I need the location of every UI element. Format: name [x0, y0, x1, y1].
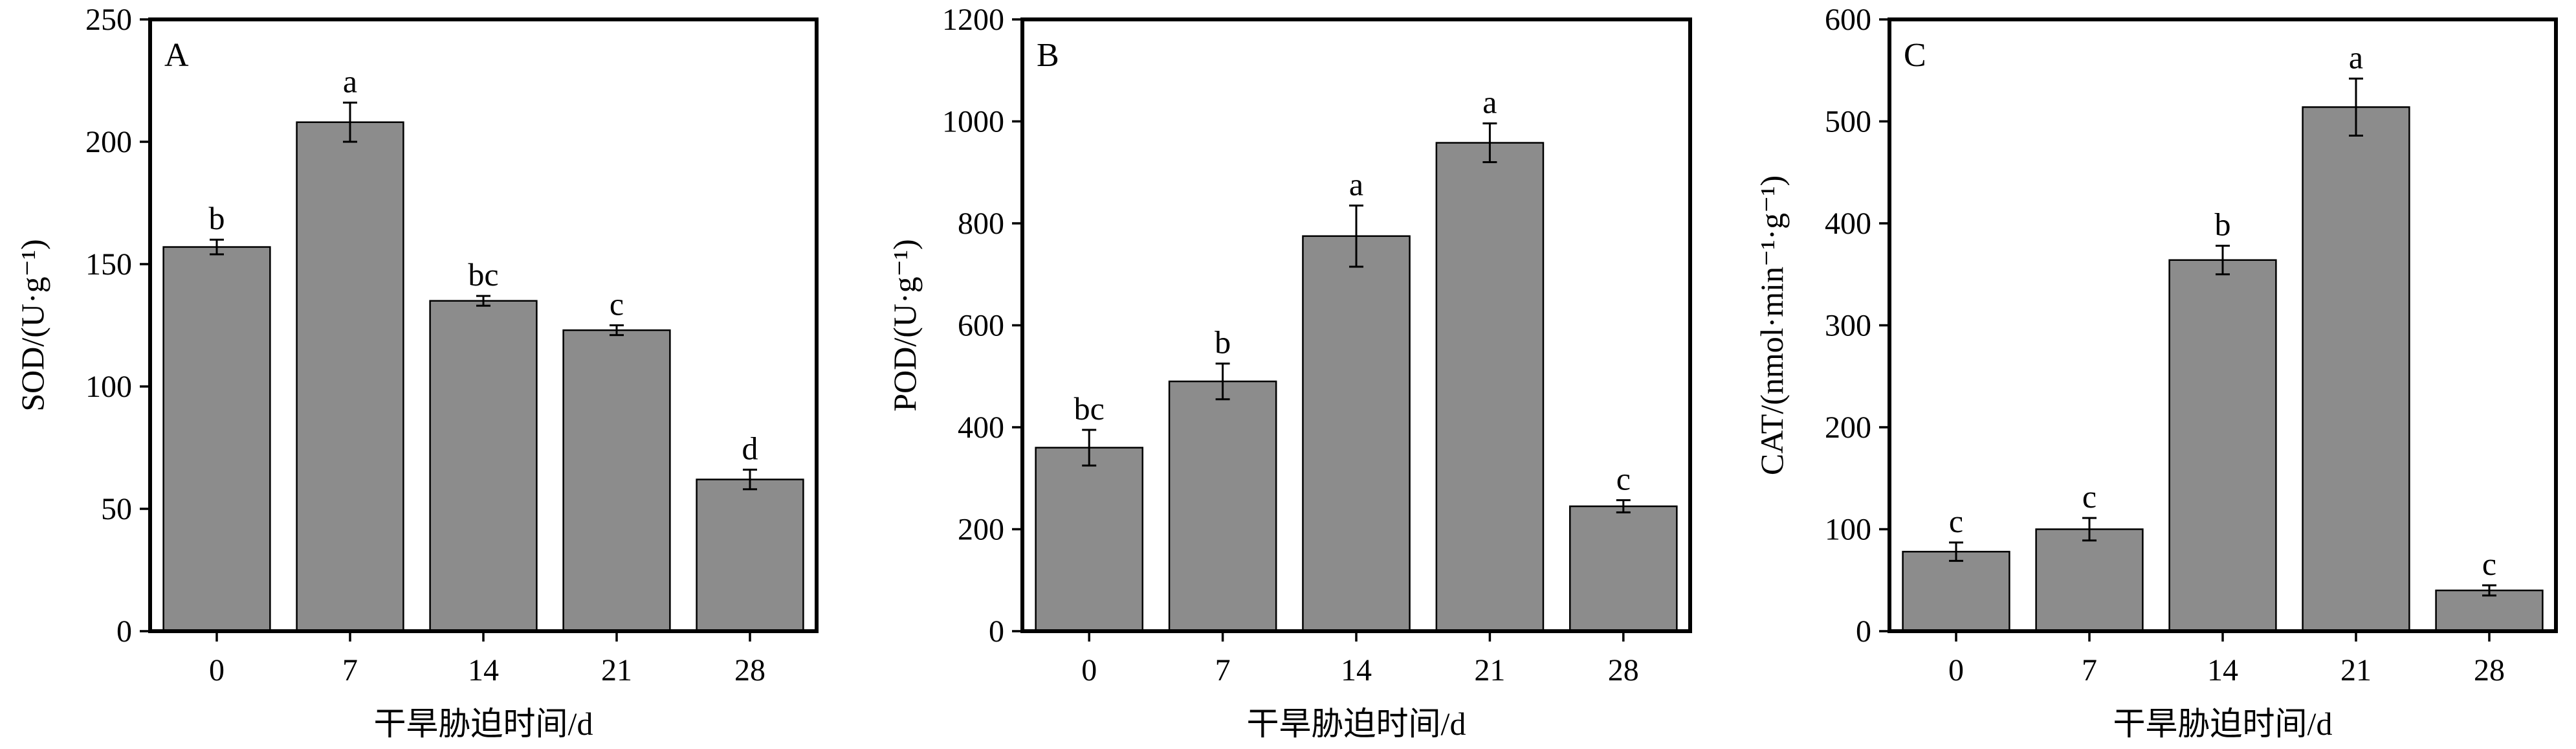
x-tick-label: 7 — [1215, 653, 1231, 688]
bar — [2168, 259, 2277, 632]
chart-panel-a: b 0 a 7 bc 14 c 21 d 28 0 50 100 150 200 250 A 干旱胁迫时间/d SO… — [14, 3, 819, 742]
y-tick-label: 400 — [958, 410, 1004, 445]
x-tick-label: 14 — [1341, 653, 1372, 688]
y-tick-label: 0 — [116, 614, 132, 649]
y-tick-label: 200 — [1825, 410, 1871, 445]
chart-panel-b: bc 0 b 7 a 14 a 21 c 28 0 200 400 600 800 1000 1200 B 干旱胁迫… — [886, 3, 1692, 742]
y-tick-label: 250 — [85, 3, 132, 37]
y-tick-label: 200 — [958, 513, 1004, 547]
bar — [429, 300, 538, 632]
y-tick-label: 150 — [85, 247, 132, 282]
x-axis-title: 干旱胁迫时间/d — [2113, 706, 2333, 742]
x-tick-label: 7 — [2082, 653, 2097, 688]
significance-label: a — [1482, 84, 1497, 120]
x-tick-label: 14 — [2207, 653, 2238, 688]
x-axis-title: 干旱胁迫时间/d — [374, 706, 593, 742]
x-tick-label: 0 — [1948, 653, 1964, 688]
bar — [296, 121, 404, 632]
y-axis-title: CAT/(nmol·min⁻¹·g⁻¹) — [1754, 175, 1790, 475]
x-axis-title: 干旱胁迫时间/d — [1247, 706, 1466, 742]
x-tick-label: 14 — [468, 653, 499, 688]
bar — [1168, 380, 1277, 632]
bar — [2035, 528, 2144, 632]
significance-label: c — [1949, 503, 1963, 539]
bar — [2435, 589, 2544, 632]
bar — [562, 329, 671, 632]
y-tick-label: 1000 — [942, 105, 1004, 139]
significance-label: bc — [1074, 390, 1105, 427]
panel-letter: A — [164, 37, 189, 74]
significance-label: c — [1616, 461, 1631, 497]
x-tick-label: 21 — [601, 653, 632, 688]
y-tick-label: 500 — [1825, 105, 1871, 139]
y-tick-label: 200 — [85, 125, 132, 159]
y-tick-label: 100 — [1825, 513, 1871, 547]
significance-label: c — [2082, 478, 2097, 515]
y-tick-label: 600 — [958, 309, 1004, 343]
plot-frame — [1888, 17, 2558, 633]
bar — [1569, 505, 1678, 632]
x-tick-label: 0 — [1081, 653, 1097, 688]
x-tick-label: 28 — [2474, 653, 2505, 688]
bar — [2302, 106, 2410, 632]
y-tick-label: 400 — [1825, 207, 1871, 241]
significance-label: a — [343, 63, 357, 100]
y-tick-label: 100 — [85, 370, 132, 404]
y-tick-label: 300 — [1825, 309, 1871, 343]
y-tick-label: 0 — [989, 614, 1004, 649]
x-tick-label: 28 — [1608, 653, 1639, 688]
chart-panel-c: c 0 c 7 b 14 a 21 c 28 0 100 200 300 400 500 600 C 干旱胁迫时间/… — [1754, 3, 2558, 742]
significance-label: a — [2349, 39, 2363, 75]
x-tick-label: 7 — [342, 653, 358, 688]
bar — [696, 478, 804, 632]
y-axis-title: SOD/(U·g⁻¹) — [14, 239, 50, 411]
x-tick-label: 28 — [734, 653, 765, 688]
plot-frame — [148, 17, 819, 633]
plot-frame — [1020, 17, 1692, 633]
bar — [162, 246, 271, 632]
y-tick-label: 50 — [101, 492, 132, 526]
significance-label: c — [2482, 546, 2496, 582]
y-tick-label: 600 — [1825, 3, 1871, 37]
panel-letter: B — [1037, 37, 1059, 74]
significance-label: c — [610, 286, 624, 322]
x-tick-label: 0 — [209, 653, 225, 688]
bar — [1435, 142, 1545, 632]
significance-label: d — [742, 430, 758, 467]
significance-label: b — [2215, 207, 2231, 243]
y-axis-title: POD/(U·g⁻¹) — [886, 239, 923, 411]
y-tick-label: 1200 — [942, 3, 1004, 37]
x-tick-label: 21 — [2340, 653, 2372, 688]
bar — [1035, 447, 1144, 632]
panel-letter: C — [1904, 37, 1926, 74]
y-tick-label: 800 — [958, 207, 1004, 241]
significance-label: bc — [468, 256, 498, 293]
y-tick-label: 0 — [1856, 614, 1871, 649]
x-tick-label: 21 — [1474, 653, 1505, 688]
bar — [1902, 550, 2010, 632]
significance-label: a — [1349, 166, 1363, 202]
significance-label: b — [209, 200, 225, 236]
bar — [1302, 235, 1411, 632]
significance-label: b — [1215, 324, 1231, 361]
